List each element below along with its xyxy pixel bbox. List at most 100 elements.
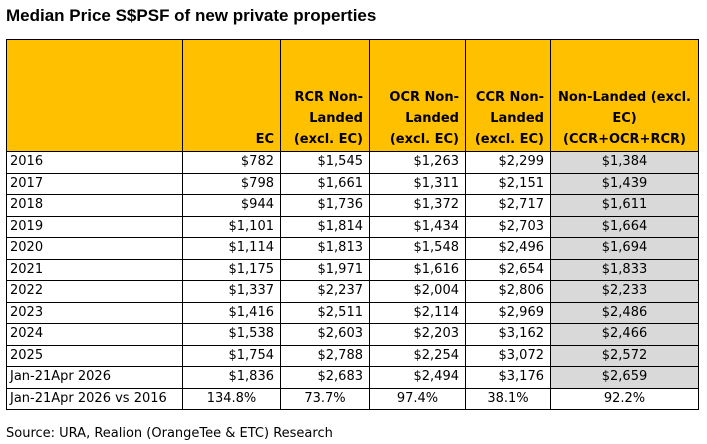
table-row: 2024 $1,538 $2,603 $2,203 $3,162 $2,466 <box>6 323 699 346</box>
rcr-cell: $2,511 <box>280 301 370 324</box>
non-landed-cell: $1,611 <box>550 194 699 217</box>
header-non-landed-line: Non-Landed (excl. <box>558 90 691 105</box>
ocr-cell: $2,114 <box>369 301 466 324</box>
ccr-cell: $2,806 <box>465 280 551 303</box>
rcr-cell: $1,545 <box>280 151 370 174</box>
non-landed-cell: $2,486 <box>550 301 699 324</box>
year-cell: 2016 <box>6 151 183 174</box>
rcr-cell: $2,788 <box>280 344 370 367</box>
table-row: 2016 $782 $1,545 $1,263 $2,299 $1,384 <box>6 151 699 174</box>
header-ocr-line: Landed <box>405 111 459 126</box>
header-ocr-line: OCR Non- <box>389 90 459 105</box>
ccr-cell: $2,703 <box>465 215 551 238</box>
year-cell: 2017 <box>6 172 183 195</box>
year-cell: Jan-21Apr 2026 vs 2016 <box>6 387 183 410</box>
table-row-change: Jan-21Apr 2026 vs 2016 134.8% 73.7% 97.4… <box>6 387 699 410</box>
header-ccr-line: CCR Non- <box>475 90 544 105</box>
table-row: 2018 $944 $1,736 $1,372 $2,717 $1,611 <box>6 194 699 217</box>
header-year <box>6 39 183 152</box>
ec-cell: $1,754 <box>182 344 281 367</box>
non-landed-cell: $2,572 <box>550 344 699 367</box>
ec-cell: $782 <box>182 151 281 174</box>
ocr-cell: $2,494 <box>369 366 466 389</box>
ec-cell: $1,538 <box>182 323 281 346</box>
year-cell: 2023 <box>6 301 183 324</box>
ocr-cell: $1,263 <box>369 151 466 174</box>
ccr-cell: $3,176 <box>465 366 551 389</box>
ec-cell: $1,101 <box>182 215 281 238</box>
year-cell: 2020 <box>6 237 183 260</box>
rcr-cell: $2,237 <box>280 280 370 303</box>
ccr-cell: $2,969 <box>465 301 551 324</box>
ocr-cell: $1,616 <box>369 258 466 281</box>
ccr-cell: $3,072 <box>465 344 551 367</box>
ocr-cell: $2,254 <box>369 344 466 367</box>
header-ocr-line: (excl. EC) <box>389 132 459 147</box>
rcr-cell: $1,661 <box>280 172 370 195</box>
table-row: 2022 $1,337 $2,237 $2,004 $2,806 $2,233 <box>6 280 699 303</box>
header-ec: EC <box>182 39 281 152</box>
price-table: EC RCR Non- Landed (excl. EC) OCR Non- L… <box>6 39 699 410</box>
table-title: Median Price S$PSF of new private proper… <box>6 6 377 25</box>
ccr-cell: $3,162 <box>465 323 551 346</box>
table-row: 2025 $1,754 $2,788 $2,254 $3,072 $2,572 <box>6 344 699 367</box>
year-cell: Jan-21Apr 2026 <box>6 366 183 389</box>
table-row: 2021 $1,175 $1,971 $1,616 $2,654 $1,833 <box>6 258 699 281</box>
non-landed-cell: $1,833 <box>550 258 699 281</box>
ec-cell: $798 <box>182 172 281 195</box>
table-row: 2017 $798 $1,661 $1,311 $2,151 $1,439 <box>6 172 699 195</box>
header-ccr-line: Landed <box>490 111 544 126</box>
ec-cell: $944 <box>182 194 281 217</box>
header-rcr-line: RCR Non- <box>294 90 363 105</box>
ec-cell: $1,337 <box>182 280 281 303</box>
table-row: Jan-21Apr 2026 $1,836 $2,683 $2,494 $3,1… <box>6 366 699 389</box>
header-ccr-line: (excl. EC) <box>474 132 544 147</box>
header-ocr: OCR Non- Landed (excl. EC) <box>369 39 466 152</box>
year-cell: 2025 <box>6 344 183 367</box>
table-row: 2019 $1,101 $1,814 $1,434 $2,703 $1,664 <box>6 215 699 238</box>
year-cell: 2018 <box>6 194 183 217</box>
ccr-cell: $2,654 <box>465 258 551 281</box>
ec-cell: $1,416 <box>182 301 281 324</box>
non-landed-cell: $1,694 <box>550 237 699 260</box>
ocr-cell: $2,004 <box>369 280 466 303</box>
ocr-cell: $2,203 <box>369 323 466 346</box>
ccr-cell: $2,299 <box>465 151 551 174</box>
header-rcr-line: (excl. EC) <box>293 132 363 147</box>
rcr-cell: 73.7% <box>280 387 370 410</box>
rcr-cell: $1,814 <box>280 215 370 238</box>
ocr-cell: $1,434 <box>369 215 466 238</box>
header-row: EC RCR Non- Landed (excl. EC) OCR Non- L… <box>6 39 699 152</box>
table-row: 2020 $1,114 $1,813 $1,548 $2,496 $1,694 <box>6 237 699 260</box>
non-landed-cell: $2,466 <box>550 323 699 346</box>
ccr-cell: $2,151 <box>465 172 551 195</box>
ocr-cell: $1,548 <box>369 237 466 260</box>
header-non-landed: Non-Landed (excl. EC) (CCR+OCR+RCR) <box>550 39 699 152</box>
ec-cell: 134.8% <box>182 387 281 410</box>
header-non-landed-line: EC) <box>612 111 637 126</box>
rcr-cell: $1,813 <box>280 237 370 260</box>
header-ccr: CCR Non- Landed (excl. EC) <box>465 39 551 152</box>
header-non-landed-line: (CCR+OCR+RCR) <box>563 132 686 147</box>
ccr-cell: 38.1% <box>465 387 551 410</box>
ocr-cell: $1,311 <box>369 172 466 195</box>
rcr-cell: $1,971 <box>280 258 370 281</box>
ec-cell: $1,836 <box>182 366 281 389</box>
ocr-cell: 97.4% <box>369 387 466 410</box>
ccr-cell: $2,717 <box>465 194 551 217</box>
ccr-cell: $2,496 <box>465 237 551 260</box>
non-landed-cell: $2,659 <box>550 366 699 389</box>
table-row: 2023 $1,416 $2,511 $2,114 $2,969 $2,486 <box>6 301 699 324</box>
rcr-cell: $2,603 <box>280 323 370 346</box>
year-cell: 2019 <box>6 215 183 238</box>
non-landed-cell: $1,439 <box>550 172 699 195</box>
ec-cell: $1,114 <box>182 237 281 260</box>
year-cell: 2022 <box>6 280 183 303</box>
year-cell: 2021 <box>6 258 183 281</box>
header-rcr: RCR Non- Landed (excl. EC) <box>280 39 370 152</box>
ocr-cell: $1,372 <box>369 194 466 217</box>
non-landed-cell: 92.2% <box>550 387 699 410</box>
header-rcr-line: Landed <box>309 111 363 126</box>
source-note: Source: URA, Realion (OrangeTee & ETC) R… <box>6 426 333 441</box>
non-landed-cell: $1,384 <box>550 151 699 174</box>
